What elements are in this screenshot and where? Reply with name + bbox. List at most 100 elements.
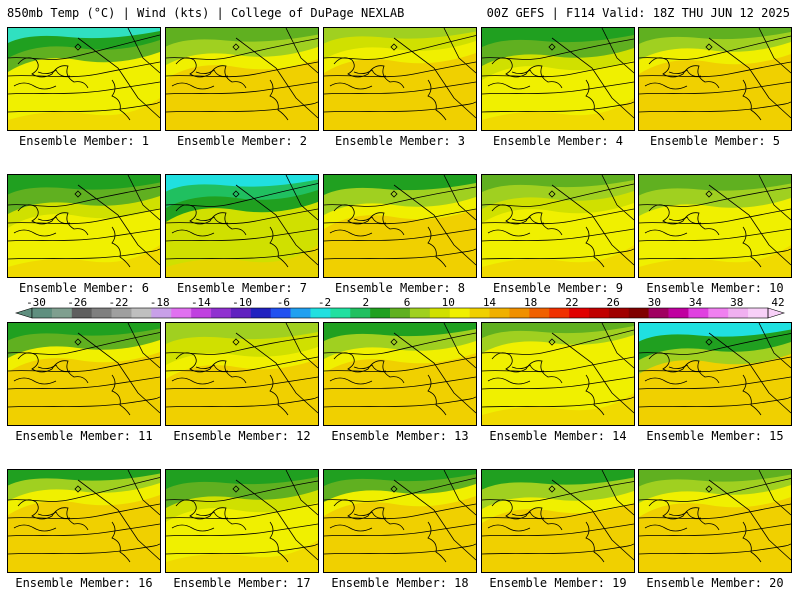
- scale-swatch: [51, 308, 73, 318]
- scale-outline: [31, 307, 769, 319]
- scale-swatch: [708, 308, 729, 318]
- scale-tick-label: 26: [606, 296, 619, 309]
- scale-swatch: [370, 308, 391, 318]
- ensemble-panel-11: [7, 322, 161, 426]
- scale-swatch: [509, 308, 530, 318]
- panel-label: Ensemble Member: 19: [489, 576, 627, 590]
- scale-swatch: [91, 308, 112, 318]
- scale-tick-label: 42: [771, 296, 784, 309]
- temperature-map: [8, 470, 160, 572]
- scale-swatch: [668, 308, 689, 318]
- panel-label: Ensemble Member: 3: [334, 134, 466, 148]
- ensemble-panel-17: [165, 469, 319, 573]
- ensemble-panel-6: [7, 174, 161, 278]
- panel-label: Ensemble Member: 13: [331, 429, 469, 443]
- scale-swatch: [569, 308, 590, 318]
- scale-swatch: [310, 308, 331, 318]
- scale-swatch: [32, 308, 53, 318]
- ensemble-panel-9: [481, 174, 635, 278]
- temperature-map: [8, 175, 160, 277]
- temperature-map: [324, 28, 476, 130]
- scale-swatch: [230, 308, 252, 318]
- ensemble-panel-12: [165, 322, 319, 426]
- ensemble-panel-1: [7, 27, 161, 131]
- scale-swatch: [529, 308, 550, 318]
- scale-swatch: [71, 308, 92, 318]
- panel-label: Ensemble Member: 1: [18, 134, 150, 148]
- chart-title: 850mb Temp (°C) | Wind (kts) | College o…: [7, 6, 405, 20]
- ensemble-panel-10: [638, 174, 792, 278]
- scale-swatch: [250, 308, 272, 318]
- scale-swatch: [111, 308, 132, 318]
- ensemble-panel-18: [323, 469, 477, 573]
- ensemble-panel-13: [323, 322, 477, 426]
- scale-swatch: [648, 308, 669, 318]
- temperature-map: [482, 323, 634, 425]
- temperature-color-scale: -30 -26 -22 -18 -14 -10 -6 -2 2 6 10 14 18 22 26 30 34 38…: [14, 296, 786, 319]
- scale-tick-label: 14: [483, 296, 497, 309]
- scale-swatch: [588, 308, 610, 318]
- scale-swatch: [409, 308, 431, 318]
- scale-tick-label: -10: [232, 296, 252, 309]
- scale-tick-label: 10: [442, 296, 455, 309]
- scale-swatch: [608, 308, 630, 318]
- panel-label: Ensemble Member: 8: [334, 281, 466, 295]
- panel-label: Ensemble Member: 12: [173, 429, 311, 443]
- temperature-map: [166, 175, 318, 277]
- panel-label: Ensemble Member: 2: [176, 134, 308, 148]
- panel-label: Ensemble Member: 5: [649, 134, 781, 148]
- scale-tick-label: 22: [565, 296, 578, 309]
- scale-tick-label: -26: [67, 296, 87, 309]
- ensemble-panel-14: [481, 322, 635, 426]
- scale-tick-label: 38: [730, 296, 743, 309]
- scale-swatch: [449, 308, 470, 318]
- scale-swatch: [330, 308, 351, 318]
- temperature-map: [482, 28, 634, 130]
- scale-swatch: [171, 308, 192, 318]
- scale-swatch: [211, 308, 232, 318]
- scale-swatch: [290, 308, 311, 318]
- scale-swatch: [270, 308, 291, 318]
- panel-label: Ensemble Member: 17: [173, 576, 311, 590]
- scale-swatch: [429, 308, 451, 318]
- scale-swatch: [549, 308, 570, 318]
- scale-swatch: [151, 308, 172, 318]
- panel-label: Ensemble Member: 4: [492, 134, 624, 148]
- scale-tick-label: -18: [150, 296, 170, 309]
- scale-swatch: [748, 308, 769, 318]
- scale-swatch: [191, 308, 212, 318]
- panel-label: Ensemble Member: 11: [15, 429, 153, 443]
- temperature-map: [482, 470, 634, 572]
- temperature-map: [324, 470, 476, 572]
- scale-tick-label: -6: [277, 296, 290, 309]
- panel-label: Ensemble Member: 16: [15, 576, 153, 590]
- scale-tick-label: -22: [109, 296, 129, 309]
- ensemble-panel-8: [323, 174, 477, 278]
- panel-label: Ensemble Member: 6: [18, 281, 150, 295]
- scale-tick-label: 30: [648, 296, 661, 309]
- ensemble-panel-2: [165, 27, 319, 131]
- scale-swatch: [469, 308, 490, 318]
- temperature-map: [166, 28, 318, 130]
- scale-tick-label: 18: [524, 296, 537, 309]
- temperature-map: [639, 323, 791, 425]
- scale-swatch: [489, 308, 510, 318]
- scale-high-arrow: [767, 307, 786, 319]
- panel-label: Ensemble Member: 18: [331, 576, 469, 590]
- scale-swatch: [131, 308, 152, 318]
- scale-low-arrow: [14, 307, 33, 319]
- scale-swatch: [390, 308, 411, 318]
- scale-tick-label: -14: [191, 296, 211, 309]
- panel-label: Ensemble Member: 20: [646, 576, 784, 590]
- temperature-map: [324, 175, 476, 277]
- ensemble-panel-20: [638, 469, 792, 573]
- panel-label: Ensemble Member: 7: [176, 281, 308, 295]
- scale-swatch: [628, 308, 649, 318]
- scale-tick-label: -2: [318, 296, 331, 309]
- scale-swatch: [688, 308, 709, 318]
- ensemble-panel-3: [323, 27, 477, 131]
- panel-label: Ensemble Member: 15: [646, 429, 784, 443]
- temperature-map: [8, 323, 160, 425]
- temperature-map: [8, 28, 160, 130]
- panel-label: Ensemble Member: 10: [646, 281, 784, 295]
